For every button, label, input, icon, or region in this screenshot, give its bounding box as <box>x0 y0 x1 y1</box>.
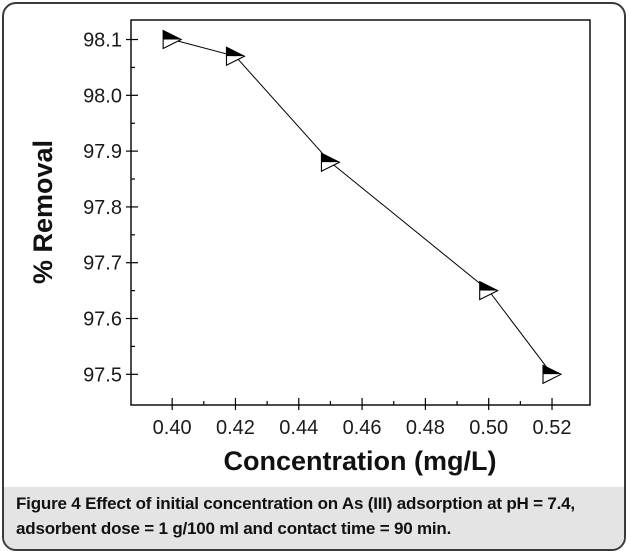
y-tick-label: 97.6 <box>83 309 122 331</box>
x-axis-title: Concentration (mg/L) <box>224 446 497 476</box>
data-series <box>162 29 563 385</box>
y-tick-label: 97.7 <box>83 253 122 275</box>
data-point-marker <box>542 364 563 385</box>
x-tick-label: 0.42 <box>216 417 255 439</box>
x-tick-label: 0.44 <box>279 417 318 439</box>
data-point-marker <box>225 46 246 67</box>
marker-filled-half <box>163 30 182 40</box>
y-tick-label: 98.1 <box>83 30 122 52</box>
caption-text: Effect of initial concentration on As (I… <box>16 494 575 538</box>
marker-outline <box>225 46 246 67</box>
data-point-marker <box>320 152 341 173</box>
marker-outline <box>542 364 563 385</box>
y-tick-label: 97.8 <box>83 197 122 219</box>
y-axis-ticks: 97.5 97.6 97.7 97.8 97.9 98.0 98.1 <box>83 30 138 386</box>
y-axis-title: % Removal <box>28 140 58 284</box>
x-tick-label: 0.52 <box>533 417 572 439</box>
marker-outline <box>162 29 183 50</box>
data-point-marker <box>479 280 499 301</box>
x-tick-label: 0.50 <box>469 417 508 439</box>
figure-caption: Figure 4 Effect of initial concentration… <box>16 491 616 541</box>
x-tick-label: 0.48 <box>406 417 445 439</box>
x-tick-label: 0.46 <box>343 417 382 439</box>
marker-outline <box>479 280 499 301</box>
marker-outline <box>320 152 341 173</box>
y-tick-label: 98.0 <box>83 85 122 107</box>
caption-box: Figure 4 Effect of initial concentration… <box>4 487 624 549</box>
plot-area-frame <box>130 19 591 406</box>
series-line <box>172 39 553 375</box>
y-tick-label: 97.9 <box>83 141 122 163</box>
y-tick-label: 97.5 <box>83 364 122 386</box>
x-tick-label: 0.40 <box>153 417 192 439</box>
x-axis-ticks: 0.40 0.42 0.44 0.46 0.48 0.50 0.52 <box>153 398 572 439</box>
caption-label: Figure 4 <box>16 494 81 513</box>
data-point-marker <box>162 29 183 50</box>
